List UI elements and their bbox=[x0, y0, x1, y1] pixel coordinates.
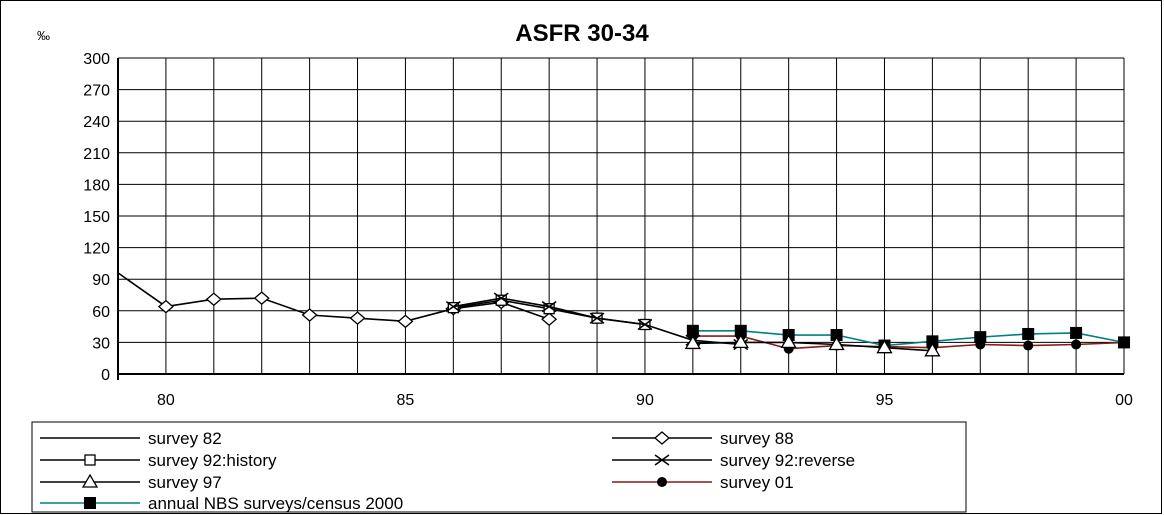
x-marker-stroke bbox=[541, 300, 557, 313]
unit-label: ‰ bbox=[37, 28, 50, 43]
legend-label: annual NBS surveys/census 2000 bbox=[148, 494, 403, 513]
data-point bbox=[924, 342, 941, 357]
data-point bbox=[1071, 339, 1082, 350]
series-line bbox=[117, 272, 167, 308]
data-point bbox=[876, 339, 893, 354]
axes: 0 30 60 90 120 150 180 210 240 270 300 80 85 90 95 00 bbox=[83, 51, 1133, 409]
data-point bbox=[1118, 336, 1130, 349]
data-point bbox=[828, 336, 845, 351]
data-point bbox=[926, 335, 939, 348]
data-point bbox=[447, 301, 459, 314]
legend-label: survey 97 bbox=[148, 473, 222, 492]
legend-label: survey 01 bbox=[720, 473, 794, 492]
legend-entry: survey 97 bbox=[40, 473, 222, 492]
legend-label: survey 88 bbox=[720, 429, 794, 448]
data-point bbox=[301, 308, 318, 322]
legend-entry: survey 88 bbox=[612, 429, 794, 448]
legend-marker bbox=[84, 497, 96, 509]
data-point bbox=[1022, 327, 1035, 340]
y-tick-label: 150 bbox=[83, 209, 110, 226]
data-point bbox=[830, 329, 843, 342]
data-point bbox=[974, 331, 987, 344]
data-point bbox=[543, 303, 555, 315]
chart-title: ASFR 30-34 bbox=[515, 20, 649, 47]
x-tick-label: 95 bbox=[876, 392, 894, 409]
series-survey-97 bbox=[684, 334, 941, 357]
data-point bbox=[732, 334, 749, 349]
x-marker-stroke bbox=[589, 312, 605, 324]
legend: survey 82 survey 88 survey 92:history surve… bbox=[31, 421, 967, 513]
legend-label: survey 92:history bbox=[148, 451, 277, 470]
y-tick-label: 270 bbox=[83, 83, 110, 100]
y-tick-label: 30 bbox=[92, 335, 110, 352]
legend-marker bbox=[657, 477, 667, 487]
data-point bbox=[349, 311, 366, 326]
series-survey-82 bbox=[117, 272, 167, 308]
data-point bbox=[157, 299, 174, 314]
y-tick-label: 240 bbox=[83, 114, 110, 131]
x-tick-label: 80 bbox=[157, 392, 175, 409]
data-point bbox=[493, 292, 509, 304]
x-marker-stroke bbox=[445, 300, 461, 313]
x-tick-label: 00 bbox=[1115, 392, 1133, 409]
x-tick-label: 90 bbox=[636, 392, 654, 409]
legend-label: survey 82 bbox=[148, 429, 222, 448]
data-point bbox=[495, 294, 507, 306]
x-tick-label: 85 bbox=[397, 392, 415, 409]
legend-marker bbox=[84, 454, 96, 466]
x-marker-stroke bbox=[493, 292, 509, 304]
data-point bbox=[780, 334, 797, 349]
legend-marker bbox=[81, 473, 99, 488]
data-point bbox=[1023, 340, 1034, 351]
x-marker-stroke bbox=[637, 318, 653, 331]
legend-box bbox=[31, 421, 967, 513]
y-tick-label: 210 bbox=[83, 146, 110, 163]
legend-entry: survey 01 bbox=[612, 473, 794, 492]
data-point bbox=[684, 335, 701, 350]
y-tick-label: 60 bbox=[92, 304, 110, 321]
data-point bbox=[445, 300, 461, 313]
data-point bbox=[253, 291, 270, 306]
y-tick-label: 90 bbox=[92, 272, 110, 289]
legend-entry: annual NBS surveys/census 2000 bbox=[40, 494, 403, 513]
data-point bbox=[637, 318, 653, 331]
legend-marker bbox=[654, 454, 670, 466]
series-annual-nbs-surveys-census-2000 bbox=[686, 324, 1130, 352]
data-point bbox=[541, 312, 558, 327]
data-point bbox=[541, 300, 557, 313]
data-point bbox=[1070, 326, 1083, 339]
data-point bbox=[397, 314, 414, 329]
y-tick-label: 0 bbox=[101, 367, 110, 384]
y-tick-label: 180 bbox=[83, 177, 110, 194]
legend-entry: survey 82 bbox=[40, 429, 222, 448]
y-tick-label: 300 bbox=[83, 51, 110, 68]
legend-label: survey 92:reverse bbox=[720, 451, 855, 470]
legend-entry: survey 92:reverse bbox=[612, 451, 855, 470]
x-marker-stroke bbox=[654, 454, 670, 466]
data-point bbox=[686, 324, 699, 337]
series-layer bbox=[117, 272, 1130, 357]
legend-entry: survey 92:history bbox=[40, 451, 277, 470]
series-line bbox=[692, 341, 933, 352]
series-line bbox=[692, 330, 1125, 347]
y-tick-label: 120 bbox=[83, 241, 110, 258]
data-point bbox=[589, 312, 605, 324]
data-point bbox=[734, 324, 747, 337]
data-point bbox=[205, 292, 222, 307]
legend-marker bbox=[654, 431, 670, 445]
